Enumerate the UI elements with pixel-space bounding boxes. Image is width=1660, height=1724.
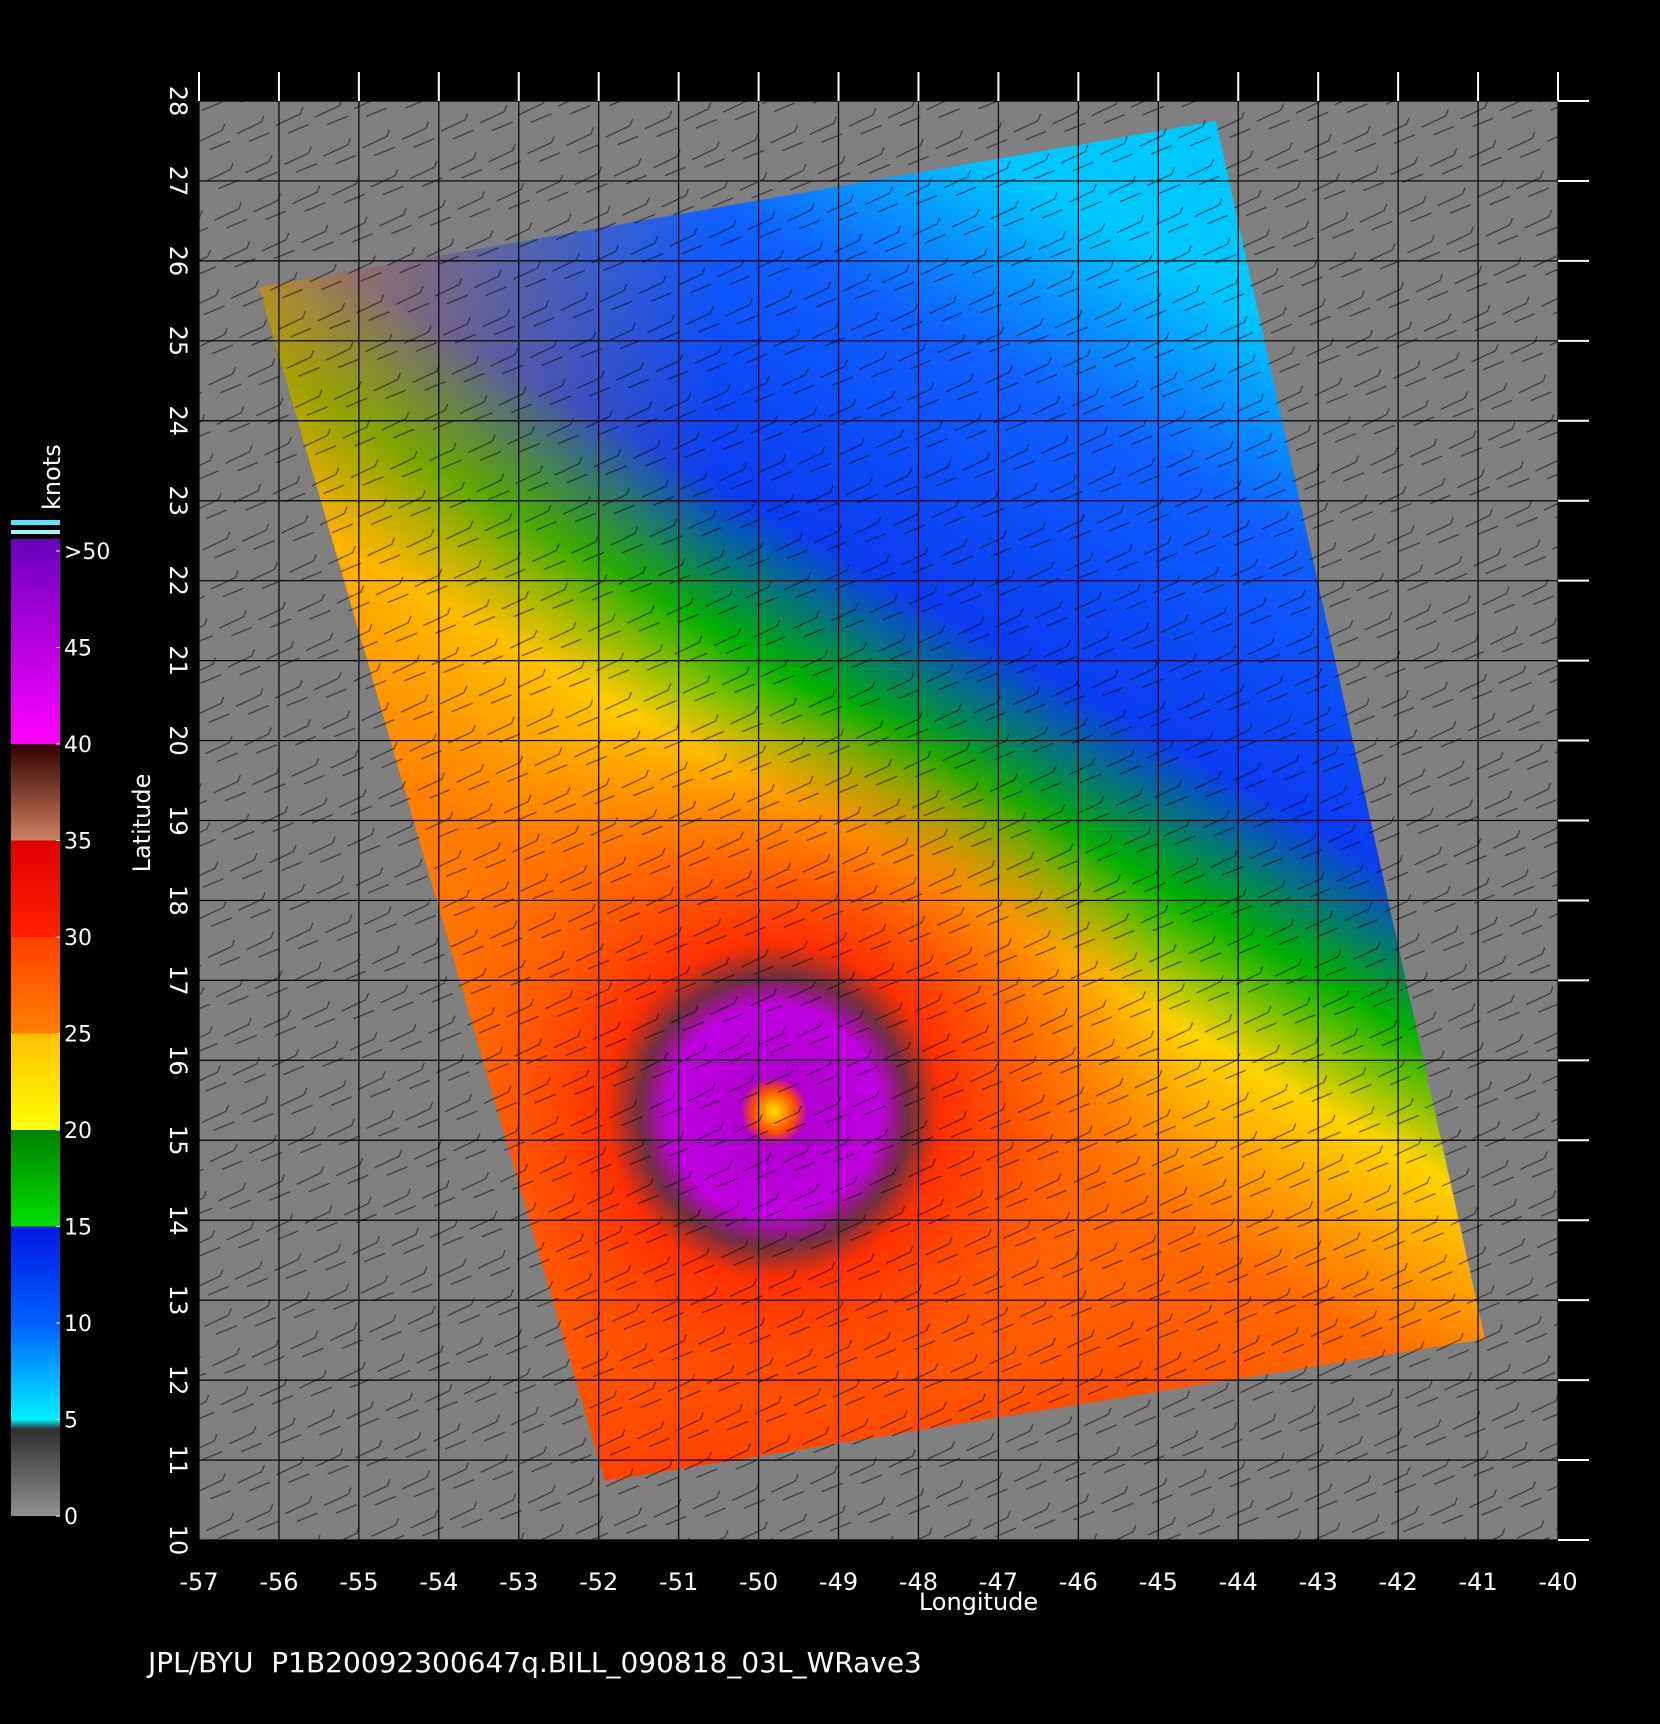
y-tick-label: 27 — [164, 166, 192, 197]
y-tick-label: 28 — [164, 86, 192, 117]
y-tick-label: 17 — [164, 965, 192, 996]
y-tick-label: 14 — [164, 1205, 192, 1236]
colorbar-label: 10 — [64, 1312, 92, 1337]
x-tick-label: -47 — [979, 1568, 1018, 1596]
x-tick-label: -44 — [1219, 1568, 1258, 1596]
colorbar-top — [11, 539, 60, 551]
y-tick-label: 25 — [164, 326, 192, 357]
y-tick-label: 18 — [164, 885, 192, 916]
x-tick-label: -41 — [1458, 1568, 1497, 1596]
y-tick-label: 24 — [164, 406, 192, 437]
y-tick-label: 15 — [164, 1125, 192, 1156]
y-tick-label: 16 — [164, 1045, 192, 1076]
x-tick-label: -40 — [1538, 1568, 1577, 1596]
colorbar-label: 5 — [64, 1409, 78, 1434]
grid — [198, 100, 1559, 1541]
x-tick-label: -54 — [419, 1568, 458, 1596]
x-tick-label: -53 — [499, 1568, 538, 1596]
x-tick-label: -42 — [1379, 1568, 1418, 1596]
colorbar-cap — [11, 530, 60, 534]
x-tick-label: -51 — [659, 1568, 698, 1596]
y-tick-label: 12 — [164, 1365, 192, 1396]
y-tick-label: 13 — [164, 1285, 192, 1316]
x-tick-label: -56 — [259, 1568, 298, 1596]
colorbar-label: 20 — [64, 1119, 92, 1144]
footer: JPL/BYU P1B20092300647q.BILL_090818_03L_… — [146, 1646, 922, 1679]
colorbar-label: 40 — [64, 733, 92, 758]
colorbar-label: 45 — [64, 637, 92, 662]
colorbar: knots 0 5 10 15 20 25 30 35 40 45 >50 — [11, 444, 110, 1530]
y-tick-label: 11 — [164, 1445, 192, 1476]
y-tick-label: 10 — [164, 1525, 192, 1556]
y-tick-label: 22 — [164, 565, 192, 596]
x-tick-label: -50 — [739, 1568, 778, 1596]
y-axis-label: Latitude — [128, 774, 156, 873]
colorbar-ramp — [11, 551, 60, 1516]
colorbar-label: 30 — [64, 926, 92, 951]
colorbar-cap — [11, 520, 60, 525]
colorbar-label: 25 — [64, 1023, 92, 1048]
y-tick-label: 19 — [164, 805, 192, 836]
x-tick-label: -49 — [819, 1568, 858, 1596]
colorbar-label: >50 — [64, 540, 110, 565]
colorbar-title: knots — [38, 444, 66, 510]
y-tick-label: 26 — [164, 246, 192, 277]
x-tick-label: -45 — [1139, 1568, 1178, 1596]
colorbar-label: 35 — [64, 830, 92, 855]
x-tick-label: -57 — [179, 1568, 218, 1596]
x-tick-label: -55 — [339, 1568, 378, 1596]
x-tick-label: -46 — [1059, 1568, 1098, 1596]
colorbar-label: 0 — [64, 1505, 78, 1530]
y-tick-label: 21 — [164, 645, 192, 676]
x-axis-label: Longitude — [919, 1588, 1038, 1616]
axes: -57 -56 -55 -54 -53 -52 -51 -50 -49 -48 -47 -46 -45 -… — [128, 72, 1589, 1616]
y-tick-label: 20 — [164, 725, 192, 756]
y-tick-label: 23 — [164, 485, 192, 516]
x-tick-label: -52 — [579, 1568, 618, 1596]
x-tick-label: -43 — [1299, 1568, 1338, 1596]
colorbar-label: 15 — [64, 1216, 92, 1241]
x-tick-label: -48 — [899, 1568, 938, 1596]
